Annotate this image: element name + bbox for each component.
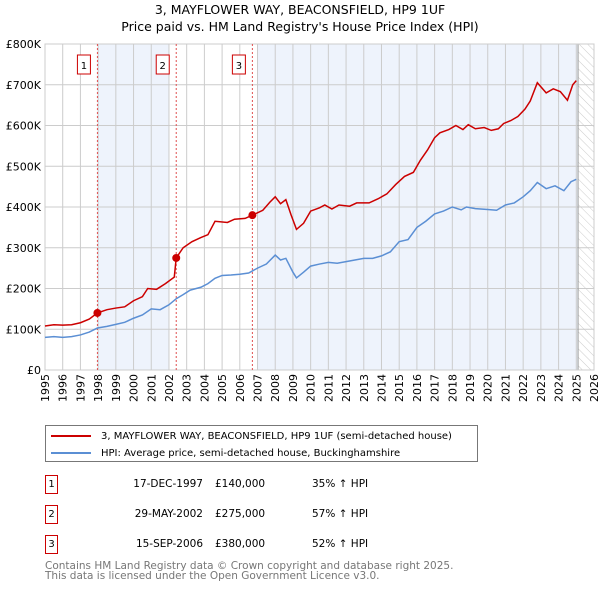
x-tick-label: 1997 [74, 374, 87, 402]
x-tick-label: 2023 [535, 374, 548, 402]
x-tick-label: 2004 [198, 374, 211, 402]
sale-label: 1 [81, 61, 87, 72]
sale-row: 1 17-DEC-1997 £140,000 35% ↑ HPI [45, 475, 445, 495]
footer-copyright: Contains HM Land Registry data © Crown c… [45, 560, 454, 572]
sale-label-box [76, 54, 91, 75]
x-tick-label: 2024 [553, 374, 566, 402]
x-tick-label: 2000 [128, 374, 141, 402]
y-tick-label: £0 [27, 364, 41, 377]
x-tick-label: 2017 [429, 374, 442, 402]
x-tick-label: 2005 [216, 374, 229, 402]
legend-item-property: 3, MAYFLOWER WAY, BEACONSFIELD, HP9 1UF … [46, 428, 452, 444]
y-tick-label: £200K [6, 283, 42, 296]
sale-hpi-diff: 52% ↑ HPI [312, 538, 369, 550]
sale-point [172, 253, 181, 262]
footer: Contains HM Land Registry data © Crown c… [45, 560, 454, 582]
y-tick-label: £300K [6, 242, 42, 255]
y-tick-label: £100K [6, 323, 42, 336]
x-tick-label: 1998 [92, 374, 105, 402]
sale-label: 3 [236, 61, 242, 72]
x-tick-label: 2015 [393, 374, 406, 402]
x-tick-label: 2013 [358, 374, 371, 402]
sale-price: £140,000 [215, 478, 266, 490]
series-line-hpi [44, 178, 577, 339]
x-tick-label: 2010 [305, 374, 318, 402]
series-line-property [44, 80, 577, 327]
x-tick-label: 2012 [340, 374, 353, 402]
y-tick-label: £600K [6, 120, 42, 133]
legend-swatch-hpi [51, 452, 91, 454]
sale-marker-badge: 3 [45, 535, 58, 554]
sale-label-box [231, 54, 246, 75]
y-tick-label: £400K [6, 201, 42, 214]
x-tick-label: 1995 [39, 374, 52, 402]
sale-label-box [155, 54, 170, 75]
x-tick-label: 2002 [163, 374, 176, 402]
x-tick-label: 2020 [482, 374, 495, 402]
sale-date: 17-DEC-1997 [133, 478, 203, 490]
chart-subtitle: Price paid vs. HM Land Registry's House … [121, 19, 479, 34]
x-tick-label: 2018 [446, 374, 459, 402]
sale-row: 2 29-MAY-2002 £275,000 57% ↑ HPI [45, 505, 445, 525]
sale-date: 15-SEP-2006 [135, 538, 203, 550]
x-tick-label: 2014 [375, 374, 388, 402]
x-tick-label: 1996 [57, 374, 70, 402]
legend-swatch-property [51, 435, 91, 437]
x-tick-label: 2016 [411, 374, 424, 402]
x-tick-label: 2003 [181, 374, 194, 402]
x-tick-label: 2007 [252, 374, 265, 402]
sale-label: 2 [160, 61, 166, 72]
price-chart: 1995 1996 1997 1998 1999 2000 2001 2002 2003 2004… [6, 38, 600, 402]
sale-date: 29-MAY-2002 [134, 508, 203, 520]
legend-label-hpi: HPI: Average price, semi-detached house,… [101, 447, 401, 459]
x-tick-label: 2022 [517, 374, 530, 402]
y-tick-label: £700K [6, 79, 42, 92]
sale-hpi-diff: 57% ↑ HPI [312, 508, 369, 520]
y-tick-label: £800K [6, 38, 42, 51]
x-tick-label: 2025 [570, 374, 583, 402]
x-tick-label: 1999 [110, 374, 123, 402]
legend-label-property: 3, MAYFLOWER WAY, BEACONSFIELD, HP9 1UF … [101, 430, 452, 442]
sale-row: 3 15-SEP-2006 £380,000 52% ↑ HPI [45, 535, 445, 555]
plot-border [44, 43, 595, 371]
sale-price: £275,000 [215, 508, 266, 520]
x-tick-label: 2011 [322, 374, 335, 402]
legend: 3, MAYFLOWER WAY, BEACONSFIELD, HP9 1UF … [45, 425, 478, 462]
sale-point [248, 211, 257, 220]
x-tick-label: 2026 [588, 374, 600, 402]
y-tick-label: £500K [6, 160, 42, 173]
x-tick-label: 2008 [269, 374, 282, 402]
footer-licence: This data is licensed under the Open Gov… [45, 570, 380, 582]
sale-hpi-diff: 35% ↑ HPI [312, 478, 369, 490]
sale-marker-badge: 2 [45, 505, 58, 524]
chart-title: 3, MAYFLOWER WAY, BEACONSFIELD, HP9 1UF [154, 2, 446, 17]
x-tick-label: 2006 [234, 374, 247, 402]
x-tick-label: 2001 [145, 374, 158, 402]
sale-price: £380,000 [215, 538, 266, 550]
legend-item-hpi: HPI: Average price, semi-detached house,… [46, 445, 400, 461]
x-tick-label: 2021 [499, 374, 512, 402]
x-tick-label: 2019 [464, 374, 477, 402]
x-tick-label: 2009 [287, 374, 300, 402]
sale-marker-badge: 1 [45, 475, 58, 494]
sale-point [93, 308, 102, 317]
